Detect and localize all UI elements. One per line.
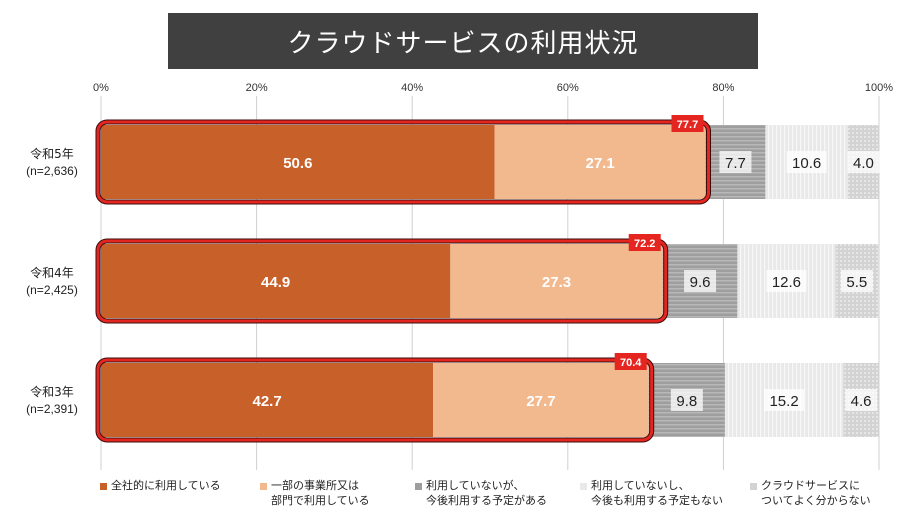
legend-label: 部門で利用している bbox=[271, 494, 370, 507]
data-label: 5.5 bbox=[846, 274, 867, 291]
data-label: 27.3 bbox=[542, 274, 571, 291]
bar-segment bbox=[433, 363, 649, 437]
data-label: 44.9 bbox=[261, 274, 290, 291]
legend-item-partial-use: 一部の事業所又は 部門で利用している bbox=[260, 478, 370, 508]
x-tick-label: 60% bbox=[557, 82, 579, 94]
total-badge bbox=[614, 353, 647, 370]
data-label-bg bbox=[719, 151, 752, 173]
data-label-bg bbox=[764, 389, 805, 411]
legend-item-planned-use: 利用していないが、 今後利用する予定がある bbox=[415, 478, 547, 508]
bar-segment bbox=[494, 125, 706, 199]
data-label: 4.6 bbox=[851, 393, 872, 410]
chart-title-text: クラウドサービスの利用状況 bbox=[287, 28, 639, 59]
data-label: 27.1 bbox=[585, 155, 614, 172]
data-label: 4.0 bbox=[853, 155, 874, 172]
x-tick-label: 0% bbox=[93, 82, 109, 94]
legend-swatch-unknown bbox=[750, 483, 757, 490]
data-label: 42.7 bbox=[253, 393, 282, 410]
total-badge-label: 77.7 bbox=[677, 119, 698, 131]
bar-segment bbox=[101, 363, 434, 437]
category-label: 令和4年 bbox=[30, 265, 74, 280]
data-label: 27.7 bbox=[526, 393, 555, 410]
legend-label: ついてよく分からない bbox=[761, 494, 871, 507]
data-label: 9.6 bbox=[690, 274, 711, 291]
chart-title: クラウドサービスの利用状況 bbox=[168, 13, 758, 69]
category-n-label: (n=2,636) bbox=[26, 164, 78, 178]
legend-label: 利用していないが、 bbox=[426, 479, 525, 492]
legend-item-unknown: クラウドサービスに ついてよく分からない bbox=[750, 478, 871, 508]
category-label: 令和3年 bbox=[30, 384, 74, 399]
data-label: 15.2 bbox=[769, 393, 798, 410]
legend-swatch-planned-use bbox=[415, 483, 422, 490]
total-outline bbox=[96, 358, 654, 442]
data-label: 10.6 bbox=[792, 155, 821, 172]
bar-segment bbox=[101, 244, 451, 318]
legend-label: 全社的に利用している bbox=[111, 479, 221, 492]
legend-label: 今後利用する予定がある bbox=[426, 494, 547, 507]
category-n-label: (n=2,391) bbox=[26, 402, 78, 416]
data-label-bg bbox=[786, 151, 827, 173]
data-label-bg bbox=[684, 270, 717, 292]
legend-label: クラウドサービスに bbox=[761, 479, 860, 492]
data-label-bg bbox=[766, 270, 807, 292]
x-tick-label: 80% bbox=[712, 82, 734, 94]
legend-swatch-partial-use bbox=[260, 483, 267, 490]
legend-swatch-no-plan bbox=[580, 483, 587, 490]
legend-item-no-plan: 利用していないし、 今後も利用する予定もない bbox=[580, 478, 723, 508]
total-outline bbox=[96, 239, 668, 323]
legend-label: 利用していないし、 bbox=[591, 479, 690, 492]
total-badge-label: 72.2 bbox=[634, 238, 655, 250]
category-label: 令和5年 bbox=[30, 146, 74, 161]
legend-swatch-company-wide bbox=[100, 483, 107, 490]
x-tick-label: 100% bbox=[865, 82, 893, 94]
data-label: 7.7 bbox=[725, 155, 746, 172]
data-label-bg bbox=[840, 270, 873, 292]
bar-segment bbox=[450, 244, 663, 318]
data-label: 9.8 bbox=[676, 393, 697, 410]
legend-label: 今後も利用する予定もない bbox=[591, 494, 723, 507]
total-badge bbox=[671, 115, 704, 132]
chart-legend: 全社的に利用している 一部の事業所又は 部門で利用している 利用していないが、 … bbox=[100, 478, 900, 514]
data-label-bg bbox=[847, 151, 880, 173]
total-badge-label: 70.4 bbox=[620, 357, 642, 369]
data-label: 12.6 bbox=[772, 274, 801, 291]
category-n-label: (n=2,425) bbox=[26, 283, 78, 297]
data-label-bg bbox=[845, 389, 878, 411]
bar-segment bbox=[101, 125, 495, 199]
data-label: 50.6 bbox=[283, 155, 312, 172]
legend-label: 一部の事業所又は bbox=[271, 479, 359, 492]
data-label-bg bbox=[670, 389, 703, 411]
total-badge bbox=[628, 234, 661, 251]
x-tick-label: 40% bbox=[401, 82, 423, 94]
total-outline bbox=[96, 120, 711, 204]
x-tick-label: 20% bbox=[246, 82, 268, 94]
legend-item-company-wide: 全社的に利用している bbox=[100, 478, 221, 493]
